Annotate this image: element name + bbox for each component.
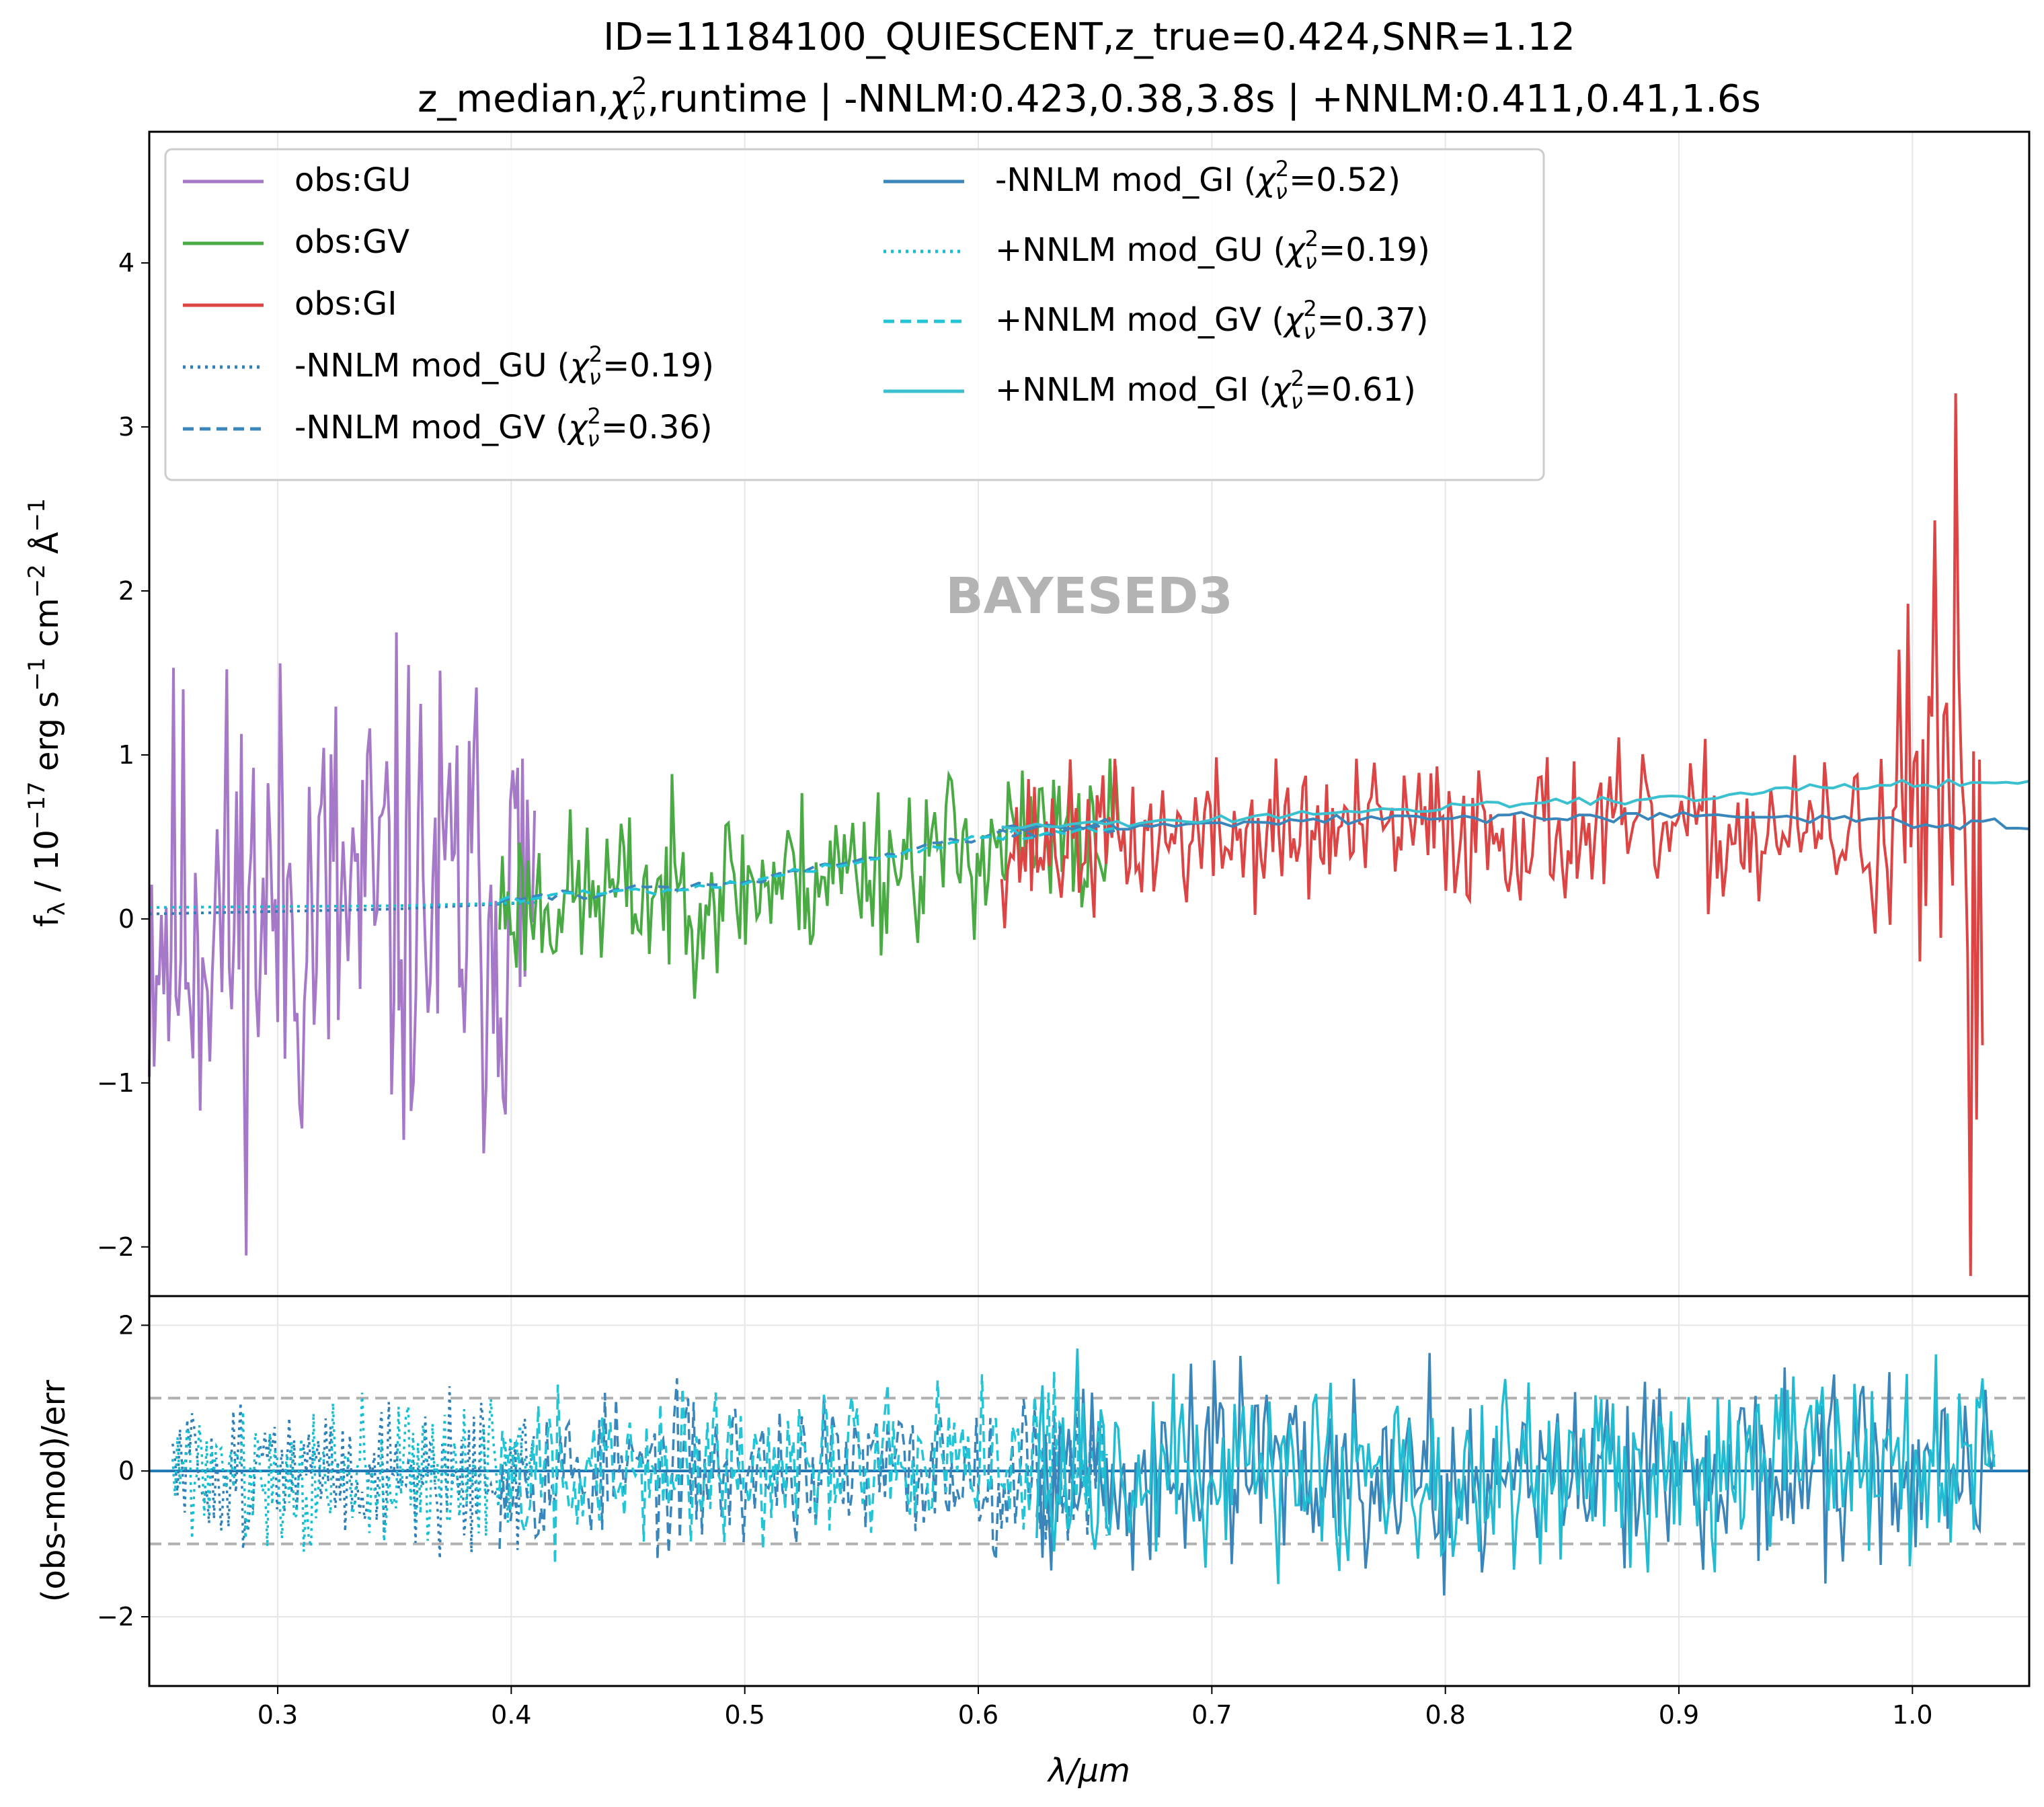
- residual-series-3: [498, 1371, 1108, 1565]
- top-y-tick-label-2: 0: [118, 904, 134, 934]
- legend: obs:GU obs:GV obs:GI -NNLM mod_GU (χν2=0.19…: [164, 148, 1545, 481]
- series-2: [1000, 393, 1984, 1277]
- residual-series-5: [1035, 1348, 1996, 1584]
- top-y-tick-label-0: −2: [97, 1232, 134, 1262]
- top-y-tick-label-1: −1: [97, 1068, 134, 1098]
- x-tick-label-7: 1.0: [1892, 1700, 1932, 1730]
- series-8: [1001, 778, 2030, 830]
- x-tick-label-1: 0.4: [491, 1700, 531, 1730]
- series-5: [1001, 811, 2030, 832]
- legend-box: [164, 148, 1545, 481]
- bottom-y-tick-label-0: −2: [97, 1602, 134, 1632]
- bottom-y-axis-label: (obs-mod)/err: [35, 1379, 73, 1602]
- top-y-tick-label-3: 1: [118, 740, 134, 770]
- residual-series-2: [498, 1378, 1108, 1561]
- legend-label-1-0: -NNLM mod_GI (χν2=0.52): [995, 156, 1401, 204]
- top-y-axis-label: fλ / 10−17 erg s−1 cm−2 Å−1: [24, 498, 71, 927]
- legend-label-0-4: -NNLM mod_GV (χν2=0.36): [294, 403, 713, 452]
- residual-series-0: [171, 1386, 536, 1559]
- bottom-y-tick-label-2: 2: [118, 1310, 134, 1340]
- x-tick-label-4: 0.7: [1191, 1700, 1232, 1730]
- x-axis-label: λ/μm: [1046, 1752, 1130, 1790]
- x-tick-label-0: 0.3: [258, 1700, 298, 1730]
- legend-label-0-2: obs:GI: [294, 285, 397, 323]
- top-panel-series: [148, 393, 2030, 1277]
- series-6: [149, 901, 535, 909]
- legend-label-0-1: obs:GV: [294, 223, 409, 261]
- residual-series-1: [171, 1392, 536, 1552]
- series-3: [149, 901, 535, 916]
- bottom-y-tick-label-1: 0: [118, 1456, 134, 1486]
- bottom-panel-series: [149, 1348, 2029, 1596]
- bottom-panel-frame: [148, 1295, 2031, 1687]
- bottom-y-axis: −2 0 2: [97, 1310, 149, 1632]
- legend-label-0-3: -NNLM mod_GU (χν2=0.19): [294, 342, 714, 390]
- x-tick-label-2: 0.5: [724, 1700, 764, 1730]
- chart-subtitle: z_median,χν2,runtime | -NNLM:0.423,0.38,…: [418, 73, 1761, 126]
- legend-label-0-0: obs:GU: [294, 161, 411, 199]
- legend-label-1-1: +NNLM mod_GU (χν2=0.19): [995, 226, 1430, 274]
- legend-label-1-2: +NNLM mod_GV (χν2=0.37): [995, 296, 1429, 344]
- top-y-tick-label-6: 4: [118, 248, 134, 278]
- legend-label-1-3: +NNLM mod_GI (χν2=0.61): [995, 366, 1416, 414]
- chart-title: ID=11184100_QUIESCENT,z_true=0.424,SNR=1…: [603, 15, 1575, 59]
- x-tick-label-3: 0.6: [958, 1700, 998, 1730]
- x-axis: 0.3 0.4 0.5 0.6 0.7 0.8 0.9 1.0: [258, 1686, 1933, 1730]
- top-y-axis: −2 −1 0 1 2 3 4: [97, 248, 149, 1262]
- top-y-tick-label-4: 2: [118, 576, 134, 606]
- series-0: [148, 632, 537, 1256]
- x-tick-label-5: 0.8: [1425, 1700, 1465, 1730]
- x-tick-label-6: 0.9: [1659, 1700, 1699, 1730]
- series-7: [499, 826, 1119, 904]
- watermark-text: BAYESED3: [945, 567, 1233, 625]
- residual-series-4: [1035, 1353, 1996, 1596]
- top-y-tick-label-5: 3: [118, 412, 134, 442]
